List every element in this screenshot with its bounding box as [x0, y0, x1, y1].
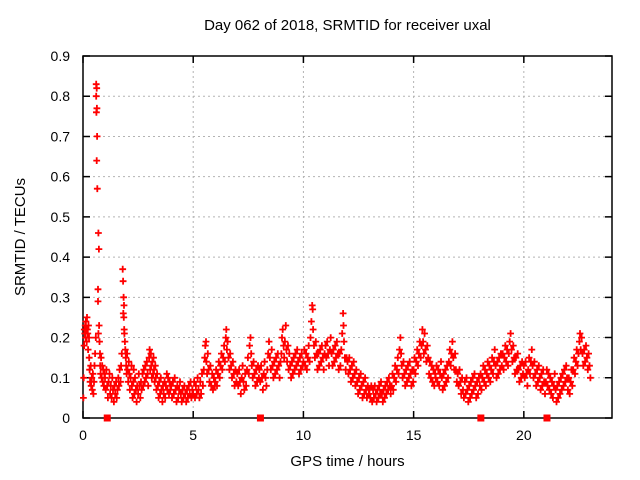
x-tick-label: 20 — [516, 427, 532, 443]
axis-flag-square — [543, 414, 551, 422]
x-tick-label: 5 — [189, 427, 197, 443]
chart-title: Day 062 of 2018, SRMTID for receiver uxa… — [204, 17, 491, 34]
plot-border — [82, 55, 613, 419]
x-axis-label: GPS time / hours — [290, 453, 405, 470]
tick-labels: 0 0.1 0.2 0.3 0.4 0.5 0.6 0.7 0.8 0.9 0 5 10 15 20 — [51, 48, 532, 443]
axis-flag-square — [256, 414, 264, 422]
x-tick-label: 0 — [79, 427, 87, 443]
y-tick-label: 0.8 — [51, 88, 71, 104]
y-tick-label: 0.9 — [51, 48, 71, 64]
axis-flag-square — [477, 414, 485, 422]
y-tick-label: 0.5 — [51, 209, 71, 225]
x-tick-label: 15 — [406, 427, 422, 443]
y-tick-label: 0.3 — [51, 289, 71, 305]
y-tick-label: 0.2 — [51, 330, 71, 346]
y-tick-label: 0.6 — [51, 169, 71, 185]
axis-flag-square — [103, 414, 111, 422]
y-tick-label: 0.1 — [51, 370, 71, 386]
y-tick-label: 0.4 — [51, 249, 71, 265]
scatter-points — [80, 80, 594, 406]
axis-flag-squares — [103, 414, 551, 422]
y-tick-label: 0 — [62, 410, 70, 426]
gridlines — [83, 56, 612, 418]
x-tick-label: 10 — [296, 427, 312, 443]
y-tick-label: 0.7 — [51, 128, 71, 144]
tick-marks — [82, 55, 612, 419]
